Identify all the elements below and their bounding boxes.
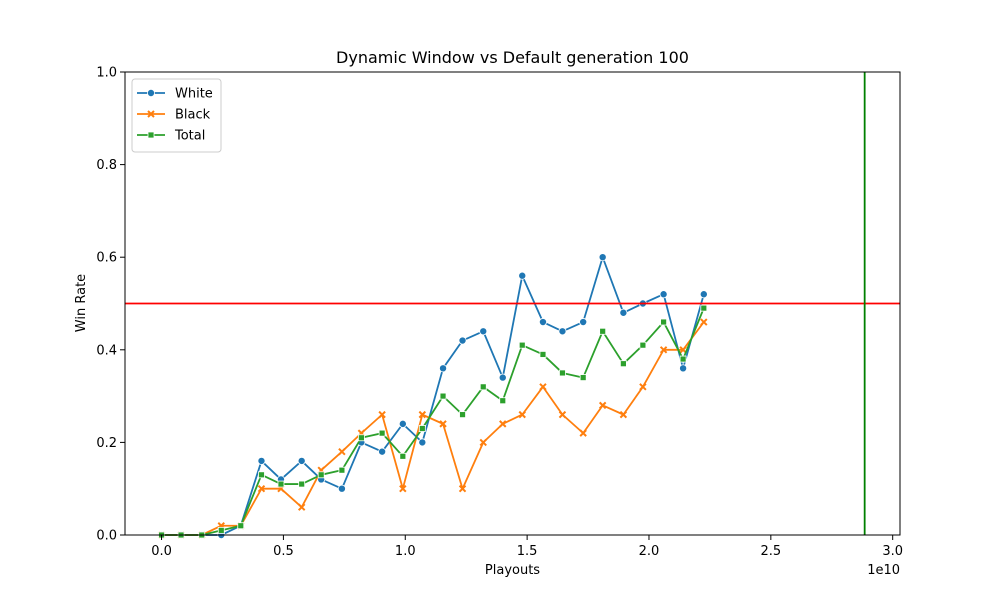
legend-label-white: White	[175, 87, 213, 102]
data-point-white-11	[378, 447, 387, 456]
x-axis-offset-text: 1e10	[867, 563, 900, 578]
data-point-total-20	[559, 369, 566, 377]
y-tick-label-4: 0.8	[96, 158, 117, 173]
x-tick-label-0: 0.0	[151, 544, 172, 559]
data-point-total-26	[679, 355, 687, 363]
data-point-total-25	[660, 318, 668, 326]
data-point-white-5	[257, 456, 266, 465]
data-point-black-27	[700, 318, 708, 326]
data-point-black-24	[639, 383, 647, 391]
data-point-total-6	[277, 480, 285, 488]
data-point-white-13	[418, 438, 427, 447]
data-point-total-10	[357, 434, 365, 442]
data-point-black-11	[378, 410, 386, 419]
data-point-white-12	[398, 419, 407, 428]
data-point-white-9	[337, 484, 346, 493]
x-tick-label-6: 3.0	[882, 544, 903, 559]
y-tick-label-5: 1.0	[96, 66, 117, 81]
data-point-total-18	[518, 341, 526, 349]
data-point-black-17	[499, 420, 507, 428]
data-point-total-22	[599, 327, 607, 335]
series-line-black	[161, 321, 705, 536]
data-point-white-26	[679, 364, 688, 373]
data-point-white-15	[458, 336, 467, 345]
x-tick-label-4: 2.0	[639, 544, 660, 559]
data-point-white-23	[619, 308, 628, 317]
data-point-black-19	[539, 383, 547, 391]
legend-label-total: Total	[174, 129, 205, 144]
data-point-white-14	[439, 364, 448, 373]
data-point-white-25	[659, 290, 668, 299]
series-group	[125, 72, 900, 540]
chart-title: Dynamic Window vs Default generation 100	[336, 48, 689, 67]
series-black	[157, 318, 708, 539]
y-axis-label: Win Rate	[74, 274, 89, 332]
data-point-total-24	[639, 341, 647, 349]
series-line-total	[161, 307, 705, 536]
data-point-total-16	[479, 383, 487, 391]
data-point-black-23	[619, 410, 628, 419]
y-tick-label-3: 0.6	[96, 251, 117, 266]
data-point-black-12	[399, 484, 407, 493]
data-point-total-7	[298, 480, 306, 488]
legend-label-black: Black	[175, 108, 211, 123]
data-point-black-21	[579, 429, 587, 437]
legend-marker-total	[147, 131, 155, 139]
data-point-black-13	[418, 410, 427, 419]
data-point-total-15	[459, 411, 466, 419]
data-point-total-11	[378, 429, 386, 437]
series-line-white	[161, 256, 705, 536]
data-point-white-21	[579, 318, 588, 327]
data-point-white-20	[558, 327, 567, 336]
y-tick-label-2: 0.4	[96, 343, 117, 358]
data-point-total-21	[579, 374, 587, 381]
data-point-black-15	[458, 484, 467, 493]
data-point-white-22	[598, 253, 607, 262]
data-point-black-14	[439, 420, 447, 428]
data-point-total-14	[439, 392, 447, 400]
data-point-black-25	[659, 346, 668, 354]
data-point-black-7	[297, 503, 306, 511]
plot-frame	[124, 71, 901, 536]
data-point-white-16	[479, 327, 488, 336]
y-tick-label-0: 0.0	[96, 529, 117, 544]
y-tick-label-1: 0.2	[96, 436, 117, 451]
x-axis-label: Playouts	[485, 563, 540, 578]
data-point-white-17	[498, 373, 507, 382]
legend-marker-white	[146, 89, 155, 98]
data-point-black-22	[598, 401, 607, 410]
data-point-white-27	[699, 290, 708, 299]
data-point-black-20	[558, 410, 567, 419]
x-tick-label-1: 0.5	[273, 544, 294, 559]
data-point-total-27	[700, 304, 708, 312]
legend-marker-black	[147, 110, 155, 118]
data-point-total-4	[237, 522, 245, 530]
data-point-black-9	[338, 447, 346, 456]
data-point-black-16	[479, 438, 487, 447]
data-point-total-5	[258, 471, 265, 479]
data-point-total-3	[217, 526, 225, 534]
data-point-total-8	[317, 471, 325, 479]
data-point-total-17	[499, 397, 507, 405]
axes-group: 0.0 0.5 1.0 1.5 2.0 2.5 3.0 0.0 0.2 0.4 0.6 0.8 1.0	[96, 66, 903, 560]
x-tick-label-5: 2.5	[760, 544, 781, 559]
data-point-white-19	[538, 318, 547, 327]
data-point-black-18	[518, 410, 526, 419]
x-tick-label-2: 1.0	[395, 544, 416, 559]
data-point-total-12	[399, 452, 407, 460]
data-point-white-18	[518, 271, 527, 280]
data-point-total-19	[539, 351, 547, 358]
data-point-black-5	[257, 484, 266, 493]
legend: White Black Total	[131, 78, 222, 153]
data-point-total-9	[338, 466, 346, 474]
data-point-total-13	[418, 425, 426, 432]
data-point-white-7	[297, 456, 306, 465]
data-point-total-23	[619, 360, 627, 368]
x-tick-label-3: 1.5	[517, 544, 538, 559]
